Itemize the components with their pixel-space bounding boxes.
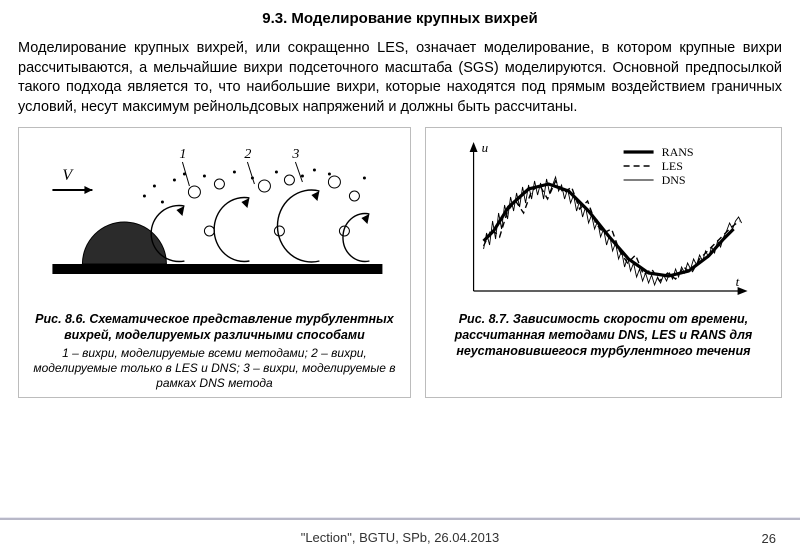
main-paragraph: Моделирование крупных вихрей, или сокращ… bbox=[18, 39, 782, 117]
figure-right: u t RANS LES DNS bbox=[425, 127, 782, 397]
chart-legend: RANS LES DNS bbox=[623, 145, 693, 187]
svg-text:2: 2 bbox=[244, 147, 251, 162]
page-number: 26 bbox=[762, 531, 776, 546]
fig-left-subcaption: 1 – вихри, моделируемые всеми методами; … bbox=[27, 346, 402, 391]
svg-text:3: 3 bbox=[291, 147, 299, 162]
velocity-chart: u t RANS LES DNS bbox=[434, 136, 773, 306]
fig-left-caption: Рис. 8.6. Схематическое представление ту… bbox=[27, 312, 402, 343]
svg-text:DNS: DNS bbox=[661, 173, 685, 187]
axis-t-label: t bbox=[735, 274, 739, 289]
section-title: 9.3. Моделирование крупных вихрей bbox=[18, 10, 782, 27]
figures-row: V 1 2 3 bbox=[18, 127, 782, 397]
label-v-text: V bbox=[62, 167, 74, 184]
footer-text: "Lection", BGTU, SPb, 26.04.2013 bbox=[0, 520, 800, 554]
svg-text:RANS: RANS bbox=[661, 145, 693, 159]
turbulence-diagram: V 1 2 3 bbox=[27, 136, 402, 306]
fig-right-caption: Рис. 8.7. Зависимость скорости от времен… bbox=[434, 312, 773, 359]
slide: 9.3. Моделирование крупных вихрей Модели… bbox=[0, 0, 800, 554]
figure-left: V 1 2 3 bbox=[18, 127, 411, 397]
svg-text:1: 1 bbox=[179, 147, 186, 162]
svg-text:LES: LES bbox=[661, 159, 682, 173]
axis-u-label: u bbox=[481, 140, 488, 155]
